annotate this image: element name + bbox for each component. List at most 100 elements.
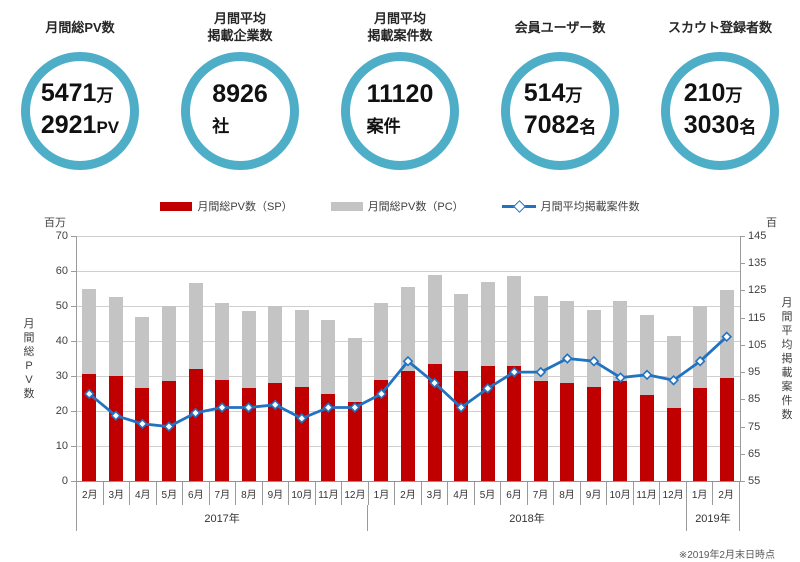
line-data-marker [721,331,733,343]
month-label: 12月 [342,482,369,505]
kpi-number: 8926 [212,80,268,108]
right-axis-tick-label: 125 [748,284,767,296]
kpi-title-line: 掲載企業数 [207,28,273,43]
kpi-circle: 8926 社 [181,52,299,170]
kpi-circle: 5471万 2921PV [21,52,139,170]
kpi-unit: 社 [212,117,230,136]
right-axis-tick [740,399,745,400]
month-axis-row: 2月 3月 4月 5月 6月 7月 8月 9月 10月 11月 12月 1月 2月 3月 4月 5月 6月 7月 8… [76,481,740,505]
kpi-unit: 名 [739,118,757,137]
legend-label: 月間平均掲載案件数 [540,201,640,213]
axis-title-char: 載 [781,366,793,379]
axis-title-char: V [25,373,33,386]
legend-label: 月間総PV数（PC） [367,201,464,213]
legend-line-marker [512,199,526,213]
line-data-marker [376,388,387,400]
axis-title-char: 案 [781,380,793,393]
right-axis-tick-label: 135 [748,257,767,269]
line-data-marker [110,410,122,421]
year-label: 2019年 [687,505,740,531]
month-label: 11月 [316,482,343,505]
kpi-value-line: 2921PV [41,111,119,143]
footnote: ※2019年2月末日時点 [678,550,775,561]
sp-bar-segment [454,370,469,481]
right-axis-tick [740,236,745,237]
month-label: 6月 [183,482,210,505]
left-axis-tick [71,236,76,237]
right-axis-tick [740,454,745,455]
axis-title-char: 掲 [781,352,793,365]
line-data-marker [137,418,148,430]
axis-title-char: 件 [781,394,793,407]
kpi-circle: 210万 3030名 [661,52,779,170]
axis-title-char: 均 [781,338,793,351]
line-data-marker [349,402,361,413]
line-data-marker [588,355,600,367]
month-label: 4月 [130,482,157,505]
pc-bar-segment [241,311,256,389]
kpi-value-line: 案件 [367,112,434,142]
line-data-marker [322,402,334,413]
line-data-marker [455,402,467,413]
pc-bar-segment [586,309,601,387]
left-axis-tick [71,271,76,272]
sp-bar-segment [108,376,123,481]
left-axis-tick-label: 0 [61,475,68,487]
kpi-number: 210 [683,79,726,107]
legend-item: 月間総PV数（PC） [330,198,464,214]
pc-bar-segment [82,288,97,375]
kpi-value-line: 8926 [212,80,268,112]
month-label: 7月 [210,482,237,505]
chart-legend: 月間総PV数（SP） 月間総PV数（PC） 月間平均掲載案件数 [0,198,800,214]
right-axis-tick-label: 85 [748,393,761,405]
right-axis-tick [740,372,745,373]
line-data-marker [216,402,228,413]
left-axis-line [76,236,77,481]
sp-bar-segment [613,381,628,481]
sp-bar-segment [401,370,415,481]
pc-bar-segment [560,300,575,383]
sp-bar-segment [533,381,548,481]
right-axis-title: 月間平均掲載案件数 [780,236,794,481]
kpi-value: 8926 社 [212,80,268,142]
line-data-marker [668,374,679,386]
month-label: 3月 [422,482,449,505]
pc-bar-segment [666,335,681,408]
kpi-number: 514 [523,79,566,107]
gridline [76,271,740,272]
month-label: 5月 [475,482,502,505]
sp-bar-segment [215,379,230,481]
pc-bar-segment [454,293,469,371]
kpi-title: 月間総PV数 [45,6,114,48]
legend-item: 月間総PV数（SP） [160,198,293,214]
axis-title-char: 月 [23,317,35,330]
pc-bar-segment [135,316,150,389]
axis-title-char: 間 [23,331,35,344]
year-label: 2018年 [368,505,687,531]
kpi-value-line: 7082名 [524,111,597,143]
month-label: 8月 [236,482,263,505]
line-data-marker [243,402,254,413]
legend-line-swatch [501,199,536,213]
pc-bar-segment [480,281,495,366]
sp-bar-segment [241,388,256,481]
sp-bar-segment [666,407,681,481]
sp-bar-segment [507,365,522,481]
right-axis-tick [740,427,745,428]
year-axis-row: 2017年 2018年 2019年 [76,505,740,531]
kpi-value-line: 3030名 [684,111,757,143]
kpi-title-line: 会員ユーザー数 [514,19,606,35]
line-data-marker [535,366,547,378]
kpi-row: 月間総PV数 5471万 2921PV 月間平均 掲載企業数 8926 社 月間平均掲… [0,6,800,186]
axis-title-char: 間 [781,310,793,323]
line-series-path [88,335,728,429]
line-data-marker [694,355,706,367]
left-axis-tick [71,481,76,482]
month-label: 3月 [104,482,131,505]
pc-bar-segment [401,286,415,371]
kpi-circle: 11120 案件 [341,52,459,170]
pc-bar-segment [533,295,548,382]
legend-bar-swatch [160,201,193,211]
